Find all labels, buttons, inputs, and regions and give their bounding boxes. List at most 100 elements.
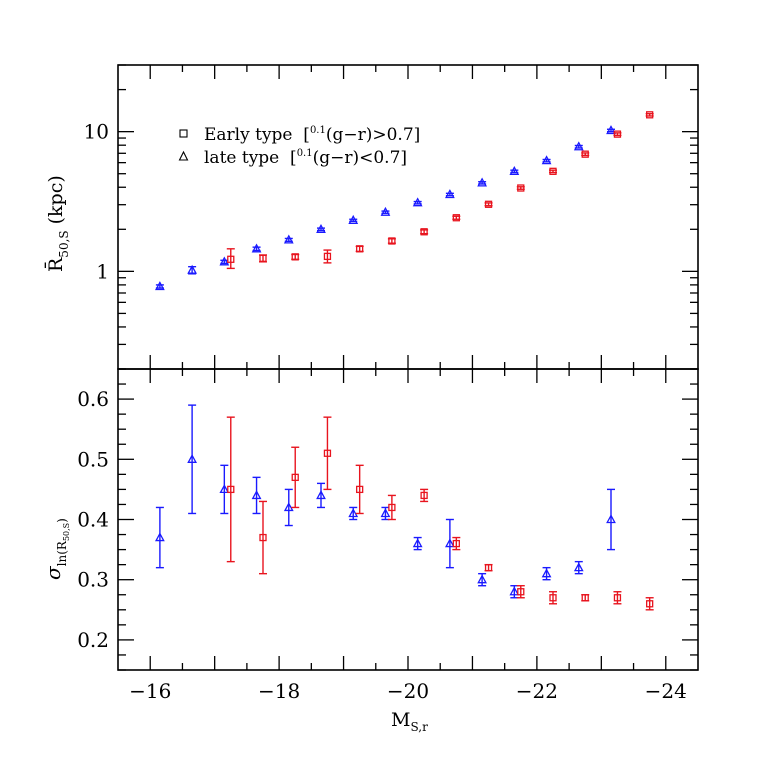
x-tick-label: −24 bbox=[645, 679, 687, 703]
triangle-marker bbox=[573, 141, 584, 151]
square-marker bbox=[227, 255, 235, 263]
triangle-marker bbox=[219, 484, 230, 494]
late-type-point bbox=[606, 488, 616, 551]
triangle-marker bbox=[219, 256, 230, 266]
square-marker bbox=[646, 600, 654, 608]
late-type-point bbox=[154, 281, 165, 291]
early-type-point bbox=[452, 536, 461, 551]
top-y-tick-label: 1 bbox=[96, 259, 109, 283]
top-y-tick-label: 10 bbox=[84, 120, 109, 144]
triangle-marker bbox=[187, 453, 198, 463]
early-type-point bbox=[581, 594, 590, 602]
early-type-point bbox=[387, 237, 396, 245]
bottom-y-tick-label: 0.2 bbox=[77, 628, 109, 652]
early-type-point bbox=[452, 214, 461, 222]
early-type-point bbox=[226, 416, 235, 563]
early-type-point bbox=[484, 200, 493, 208]
late-type-point bbox=[219, 256, 230, 266]
triangle-marker bbox=[573, 562, 584, 572]
early-type-point bbox=[549, 591, 557, 605]
triangle-marker bbox=[444, 189, 455, 199]
early-type-point bbox=[613, 130, 622, 138]
early-type-point bbox=[355, 245, 364, 253]
triangle-marker bbox=[509, 586, 520, 596]
triangle-marker bbox=[412, 538, 423, 548]
square-marker bbox=[549, 167, 557, 175]
square-marker bbox=[517, 184, 525, 192]
bottom-y-axis-label: σln(R50,S) bbox=[41, 518, 71, 580]
late-type-point bbox=[541, 566, 552, 581]
triangle-marker bbox=[283, 234, 294, 244]
square-marker bbox=[452, 214, 460, 222]
early-type-point bbox=[484, 563, 493, 572]
square-marker bbox=[323, 252, 332, 261]
top-y-axis-label: R̄50,S(kpc) bbox=[44, 175, 71, 272]
triangle-marker bbox=[606, 125, 616, 135]
late-type-point bbox=[187, 404, 198, 515]
early-type-point bbox=[420, 228, 429, 236]
bottom-y-tick-label: 0.5 bbox=[77, 447, 109, 471]
early-type-point bbox=[355, 464, 364, 515]
late-type-point bbox=[283, 234, 294, 244]
late-type-point bbox=[348, 506, 359, 521]
triangle-marker bbox=[154, 281, 165, 291]
late-type-point bbox=[316, 482, 326, 509]
square-marker bbox=[388, 237, 396, 245]
early-type-point bbox=[323, 416, 332, 491]
square-marker bbox=[227, 485, 235, 494]
legend: Early type [0.1(g−r)>0.7] late type [0.1… bbox=[178, 125, 420, 168]
top-panel-frame bbox=[117, 64, 699, 370]
triangle-marker bbox=[283, 502, 294, 512]
triangle-marker bbox=[348, 214, 359, 224]
triangle-marker bbox=[444, 538, 455, 548]
triangle-marker bbox=[509, 165, 520, 175]
late-type-point bbox=[412, 197, 423, 207]
legend-late-label: late type [0.1(g−r)<0.7] bbox=[204, 148, 407, 168]
legend-triangle-icon bbox=[178, 150, 189, 161]
triangle-marker bbox=[541, 568, 552, 578]
late-type-point bbox=[444, 518, 455, 569]
late-type-point bbox=[606, 125, 616, 135]
bottom-y-tick-label: 0.6 bbox=[77, 387, 109, 411]
early-type-point bbox=[291, 446, 300, 509]
triangle-marker bbox=[316, 223, 326, 233]
late-type-point bbox=[444, 189, 455, 199]
early-type-point bbox=[226, 248, 235, 270]
early-type-point bbox=[645, 597, 654, 611]
square-marker bbox=[291, 253, 299, 261]
triangle-marker bbox=[380, 206, 391, 216]
triangle-marker bbox=[251, 490, 262, 500]
late-type-point bbox=[187, 264, 198, 275]
early-type-point bbox=[516, 585, 525, 599]
square-marker bbox=[259, 254, 267, 262]
late-type-point bbox=[251, 243, 262, 253]
square-marker bbox=[549, 594, 557, 602]
x-axis-label: MS,r bbox=[391, 709, 428, 734]
triangle-marker bbox=[251, 243, 262, 253]
late-type-point bbox=[154, 506, 165, 569]
square-marker bbox=[291, 473, 299, 482]
bottom-panel-ticks bbox=[118, 368, 698, 671]
early-type-point bbox=[259, 500, 267, 575]
triangle-marker bbox=[380, 508, 391, 518]
late-type-point bbox=[573, 141, 584, 151]
triangle-marker bbox=[412, 197, 423, 207]
square-marker bbox=[613, 130, 622, 138]
triangle-marker bbox=[348, 508, 359, 518]
late-type-point bbox=[477, 572, 488, 587]
late-type-point bbox=[412, 536, 423, 551]
early-type-point bbox=[613, 591, 622, 605]
square-marker bbox=[420, 491, 428, 500]
square-marker bbox=[484, 564, 493, 572]
late-type-point bbox=[573, 560, 584, 575]
triangle-marker bbox=[541, 155, 552, 165]
early-type-point bbox=[387, 494, 396, 521]
triangle-marker bbox=[477, 177, 488, 187]
x-tick-label: −18 bbox=[258, 679, 300, 703]
early-type-point bbox=[549, 167, 557, 175]
square-marker bbox=[420, 228, 428, 236]
top-panel-ticks bbox=[118, 64, 698, 370]
late-type-point bbox=[283, 488, 294, 527]
square-marker bbox=[323, 449, 332, 457]
